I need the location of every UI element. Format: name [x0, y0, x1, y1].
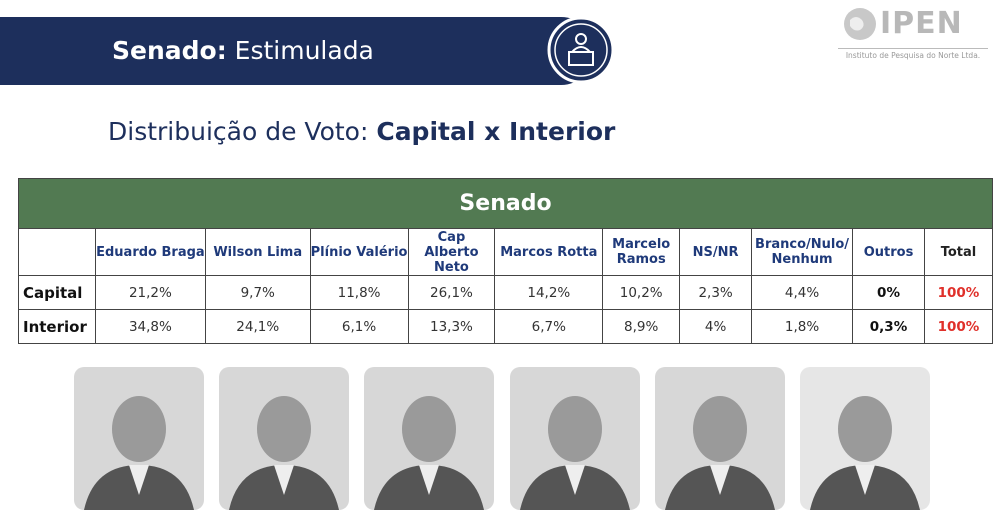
data-cell: 8,9% [602, 309, 681, 344]
table-title: Senado [18, 178, 993, 229]
data-cell: 13,3% [407, 309, 496, 344]
column-header: NS/NR [679, 228, 753, 276]
header-bar [0, 17, 595, 85]
data-cell: 24,1% [204, 309, 311, 344]
column-header: Wilson Lima [204, 228, 311, 276]
column-header: Cap Alberto Neto [407, 228, 496, 276]
subtitle-lead: Distribuição de Voto: [108, 117, 369, 146]
subtitle-bold: Capital x Interior [376, 117, 616, 146]
column-header: Eduardo Braga [94, 228, 206, 276]
logo: IPEN Instituto de Pesquisa do Norte Ltda… [838, 4, 988, 64]
data-cell: 4,4% [751, 275, 854, 310]
title-bold: Senado: [112, 36, 227, 65]
data-cell: 4% [679, 309, 753, 344]
column-header: Marcelo Ramos [602, 228, 681, 276]
candidate-photo [219, 367, 349, 510]
portrait [810, 396, 920, 510]
data-row: Interior 34,8% 24,1% 6,1% 13,3% 6,7% 8,9% 4% 1,8… [18, 309, 994, 344]
portrait [84, 396, 194, 510]
header-row: Eduardo Braga Wilson Lima Plínio Valério Ca… [18, 228, 994, 276]
portrait [520, 396, 630, 510]
data-cell: 9,7% [204, 275, 311, 310]
row-label: Capital [18, 275, 96, 310]
portrait [665, 396, 775, 510]
candidate-photo [364, 367, 494, 510]
portrait [229, 396, 339, 510]
logo-subtitle: Instituto de Pesquisa do Norte Ltda. [838, 48, 988, 60]
column-header: Total [923, 228, 994, 276]
data-cell: 6,7% [494, 309, 604, 344]
data-cell: 34,8% [94, 309, 206, 344]
data-cell: 21,2% [94, 275, 206, 310]
corner-cell [18, 228, 96, 276]
data-cell: 100% [923, 275, 994, 310]
subtitle: Distribuição de Voto: Capital x Interior [108, 117, 615, 146]
data-cell: 10,2% [602, 275, 681, 310]
data-cell: 0% [852, 275, 925, 310]
title-rest: Estimulada [234, 36, 374, 65]
candidate-photo [510, 367, 640, 510]
data-cell: 6,1% [309, 309, 409, 344]
data-cell: 100% [923, 309, 994, 344]
logo-globe [844, 8, 876, 40]
candidate-photo [800, 367, 930, 510]
results-table: Senado Eduardo Braga Wilson Lima Plínio Va… [18, 178, 994, 344]
header-title: Senado: Estimulada [112, 36, 374, 65]
header-icon [547, 16, 615, 84]
data-cell: 1,8% [751, 309, 854, 344]
column-header: Plínio Valério [309, 228, 409, 276]
row-label: Interior [18, 309, 96, 344]
data-row: Capital 21,2% 9,7% 11,8% 26,1% 14,2% 10,2% 2,3%… [18, 275, 994, 310]
data-cell: 14,2% [494, 275, 604, 310]
data-cell: 26,1% [407, 275, 496, 310]
logo-name: IPEN [880, 6, 963, 41]
data-cell: 2,3% [679, 275, 753, 310]
column-header: Branco/Nulo/ Nenhum [751, 228, 854, 276]
candidate-photo [74, 367, 204, 510]
data-cell: 11,8% [309, 275, 409, 310]
data-cell: 0,3% [852, 309, 925, 344]
column-header: Marcos Rotta [494, 228, 604, 276]
column-header: Outros [852, 228, 925, 276]
candidate-photo [655, 367, 785, 510]
portrait [374, 396, 484, 510]
